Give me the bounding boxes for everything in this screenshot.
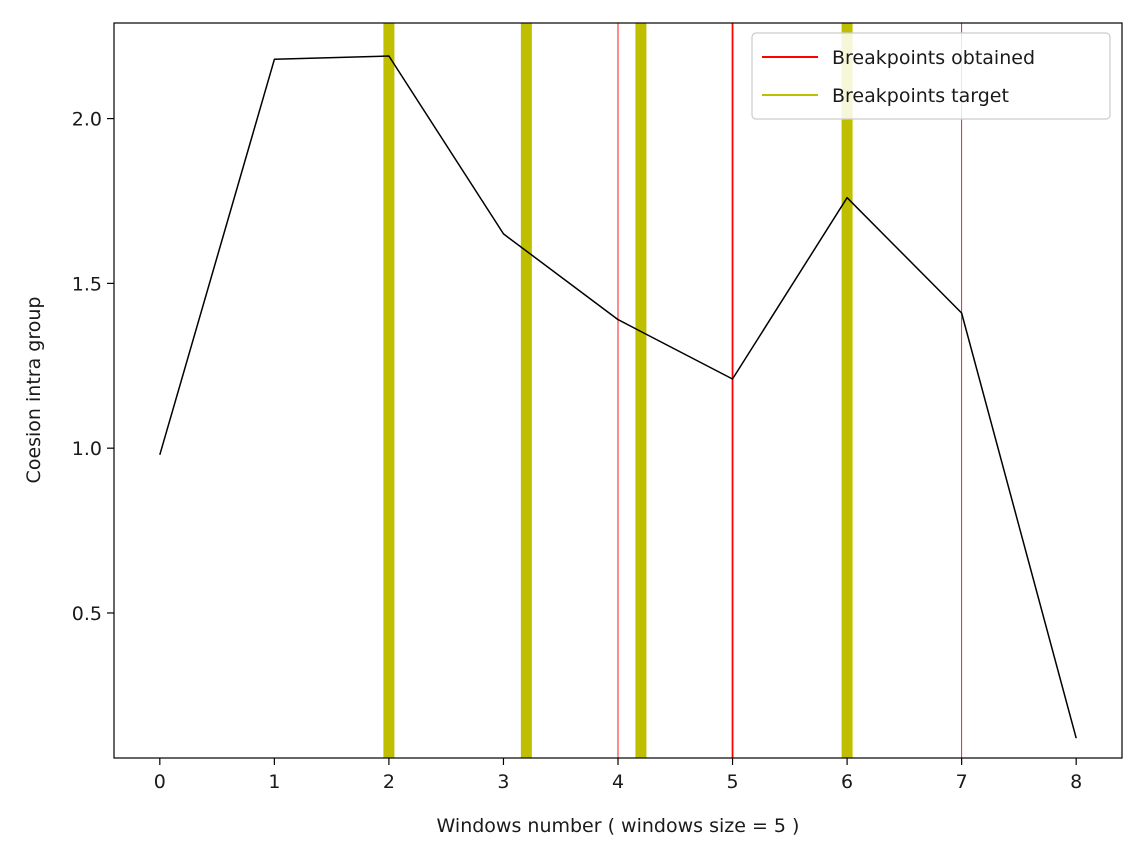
y-axis: 0.5 1.0 1.5 2.0 (72, 109, 114, 625)
y-tick-label-2: 1.5 (72, 273, 102, 295)
legend-frame (751, 32, 1111, 120)
series-layer (159, 55, 1077, 739)
x-axis: 0 1 2 3 4 5 6 7 8 (154, 758, 1082, 793)
x-tick-label-5: 5 (726, 771, 738, 793)
y-tick-label-1: 1.0 (72, 438, 102, 460)
x-tick-label-7: 7 (956, 771, 968, 793)
breakpoint-lines (383, 23, 963, 758)
x-axis-label: Windows number ( windows size = 5 ) (437, 815, 800, 837)
series-line-0 (159, 55, 1077, 739)
legend-label-target: Breakpoints target (832, 85, 1009, 107)
y-tick-label-3: 2.0 (72, 109, 102, 131)
y-tick-label-0: 0.5 (72, 603, 102, 625)
x-tick-label-8: 8 (1070, 771, 1082, 793)
x-tick-label-0: 0 (154, 771, 166, 793)
x-tick-label-1: 1 (268, 771, 280, 793)
legend-label-obtained: Breakpoints obtained (832, 47, 1035, 69)
x-tick-label-3: 3 (497, 771, 509, 793)
x-tick-label-6: 6 (841, 771, 853, 793)
y-axis-label: Coesion intra group (23, 297, 45, 484)
legend: Breakpoints obtained Breakpoints target (751, 32, 1111, 120)
x-tick-label-2: 2 (383, 771, 395, 793)
x-tick-label-4: 4 (612, 771, 624, 793)
